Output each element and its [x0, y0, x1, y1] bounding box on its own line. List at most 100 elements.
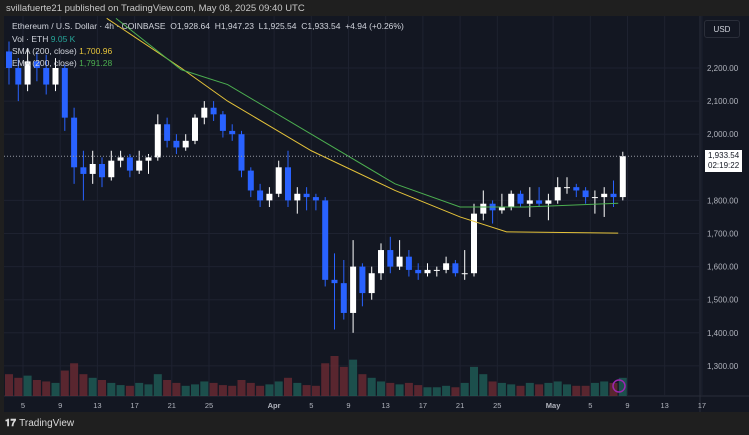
y-tick-label: 2,200.00 [707, 64, 739, 73]
bar-countdown: 02:19:22 [708, 161, 740, 170]
volume-bar [153, 374, 162, 396]
sma-value: 1,700.96 [79, 46, 113, 56]
volume-bar [98, 380, 106, 396]
volume-bar [14, 377, 23, 396]
ema-line [115, 17, 619, 208]
volume-bar [5, 374, 13, 396]
candle-body [322, 200, 329, 280]
tradingview-logo-icon: 𝟏𝟕 [5, 418, 17, 429]
volume-bar [163, 380, 172, 396]
ohlc-low: L1,925.54 [258, 21, 297, 31]
candle-body [378, 250, 384, 274]
volume-bar [600, 381, 609, 396]
candle-body [536, 200, 543, 204]
price-change: +4.94 (+0.26%) [345, 21, 404, 31]
x-tick-label: 25 [205, 401, 213, 410]
volume-bar [339, 366, 348, 396]
candle-body [154, 124, 161, 158]
sma-line [106, 17, 619, 234]
volume-bar [256, 385, 265, 396]
volume-bar [442, 385, 451, 396]
volume-bar [525, 382, 534, 396]
candle-body [545, 200, 552, 204]
chart-area[interactable]: 2,200.00 2,100.00 2,000.00 1,800.00 1,700.00… [4, 16, 749, 412]
x-tick-label: 13 [661, 401, 669, 410]
candle-body [43, 68, 50, 85]
candle-body [359, 266, 366, 294]
published-by: svillafuerte21 published on TradingView.… [6, 3, 305, 14]
candle-body [619, 156, 626, 198]
volume-bar [125, 385, 134, 396]
y-tick-label: 2,100.00 [707, 97, 739, 106]
vol-value: 9.05 K [50, 34, 76, 44]
volume-bar [88, 377, 97, 396]
candle-body [117, 157, 124, 161]
volume-bar [572, 385, 581, 396]
price-chart[interactable]: 2,200.00 2,100.00 2,000.00 1,800.00 1,700.00… [4, 16, 749, 412]
candle-body [303, 193, 310, 198]
candle-body [350, 266, 357, 313]
candle-body [229, 130, 236, 135]
x-tick-label: 9 [625, 401, 629, 410]
volume-bar [302, 385, 311, 396]
volume-bar [70, 363, 79, 396]
candle-body [192, 117, 198, 141]
volume-bar [358, 374, 367, 396]
volume-bar [516, 385, 525, 396]
volume-bar [497, 382, 506, 396]
volume-bar [246, 382, 255, 396]
y-tick-label: 1,700.00 [707, 230, 739, 239]
candle-body [24, 61, 31, 85]
volume-bar [535, 384, 544, 396]
ema-label: EMA (200, close) [12, 58, 77, 68]
volume-bar [51, 382, 60, 396]
symbol-title[interactable]: Ethereum / U.S. Dollar · 4h · COINBASE [12, 21, 166, 31]
volume-bar [311, 385, 320, 396]
volume-bar [349, 359, 358, 396]
footer-brand[interactable]: 𝟏𝟕 TradingView [5, 418, 74, 429]
volume-bar [451, 387, 460, 396]
ohlc-open: O1,928.64 [170, 21, 210, 31]
volume-bar [507, 384, 516, 396]
candle-body [526, 200, 533, 204]
x-tick-label: 5 [21, 401, 25, 410]
last-price: 1,933.54 [708, 151, 740, 160]
candle-body [71, 117, 78, 168]
last-price-label: 1,933.54 02:19:22 [705, 150, 743, 172]
volume-bar [181, 385, 190, 396]
ohlc-close: C1,933.54 [301, 21, 341, 31]
y-tick-label: 1,500.00 [707, 296, 739, 305]
candle-body [610, 193, 617, 198]
volume-bar [414, 385, 423, 396]
x-tick-label: 5 [588, 401, 592, 410]
x-tick-label: 17 [419, 401, 427, 410]
volume-bar [144, 384, 153, 396]
candle-body [415, 269, 422, 274]
currency-button[interactable]: USD [704, 20, 740, 38]
x-tick-label: 25 [493, 401, 501, 410]
volume-bar [330, 356, 339, 396]
brand-name: TradingView [19, 418, 75, 429]
y-tick-label: 2,000.00 [707, 130, 739, 139]
vol-label: Vol · ETH [12, 34, 49, 44]
candle-body [331, 279, 338, 284]
candle-body [89, 163, 96, 174]
candle-body [145, 157, 152, 161]
volume-bar [395, 384, 404, 396]
volume-legend[interactable]: Vol · ETH 9.05 K [12, 34, 75, 44]
candle-body [508, 193, 515, 208]
volume-bar [563, 384, 571, 396]
volume-bar [209, 382, 218, 396]
sma-legend[interactable]: SMA (200, close) 1,700.96 [12, 46, 112, 56]
candle-body [396, 256, 403, 267]
volume-bar [553, 381, 562, 396]
ohlc-high: H1,947.23 [214, 21, 254, 31]
volume-bar [107, 382, 116, 396]
candle-body [582, 190, 589, 198]
ema-legend[interactable]: EMA (200, close) 1,791.28 [12, 58, 112, 68]
volume-bar [218, 385, 227, 396]
candle-body [480, 203, 487, 214]
candle-body [443, 263, 450, 270]
candle-body [573, 187, 580, 191]
candle-body [461, 273, 468, 275]
